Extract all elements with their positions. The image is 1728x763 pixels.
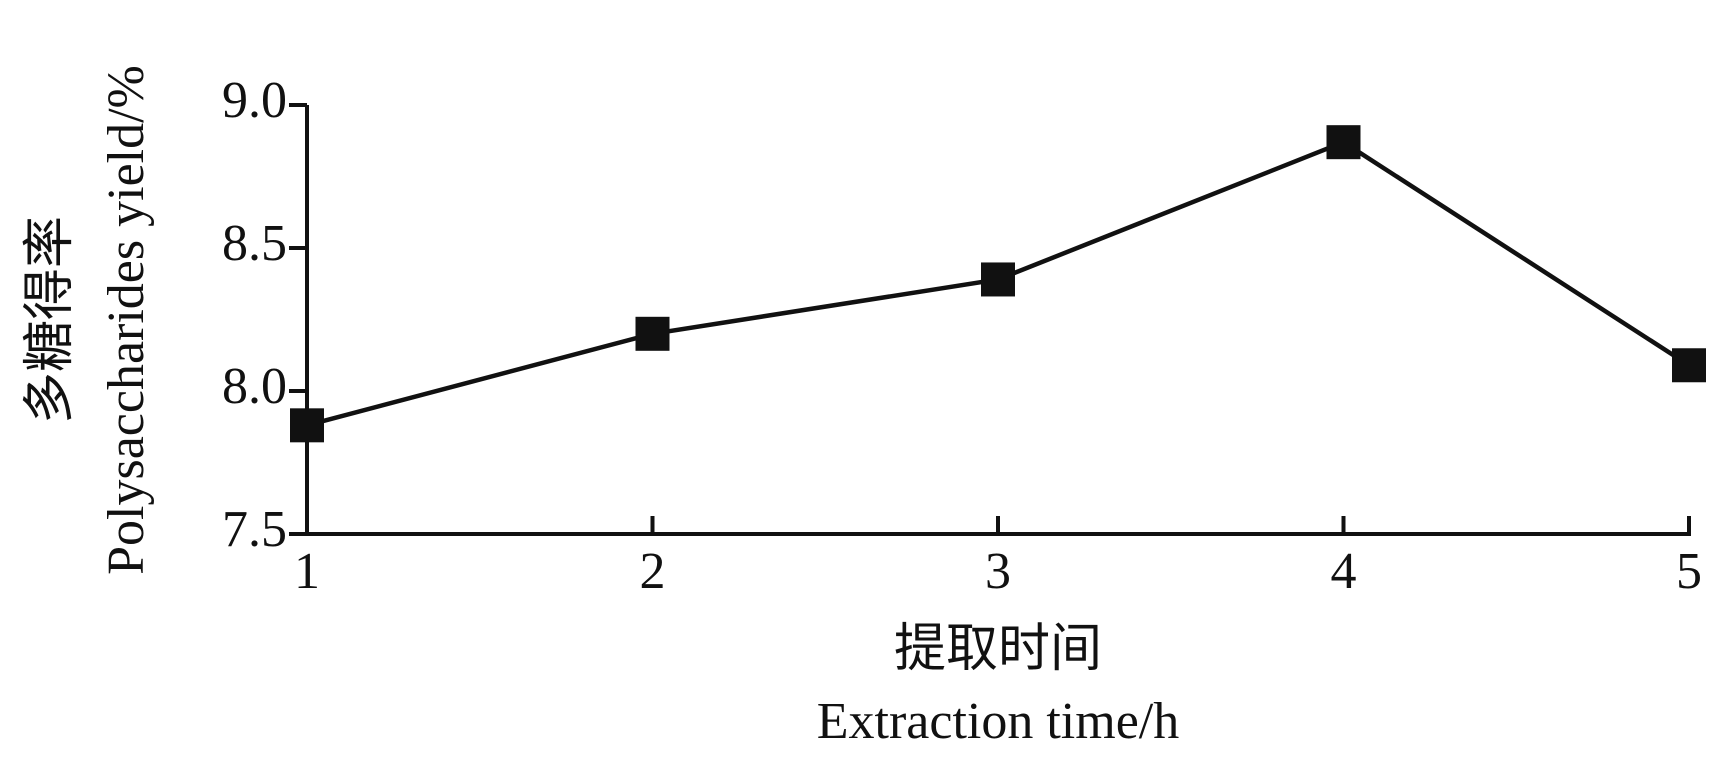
x-tick-label: 2 <box>640 543 666 600</box>
y-tick-label: 8.5 <box>222 215 287 272</box>
data-marker <box>635 316 670 351</box>
data-marker <box>981 262 1015 297</box>
x-axis-label: 提取时间 <box>894 621 1102 678</box>
data-marker <box>290 408 324 443</box>
y-axis-label: 多糖得率 <box>22 216 79 424</box>
data-marker <box>1672 348 1706 383</box>
x-tick-label: 1 <box>294 543 320 600</box>
y-axis-label: Polysaccharides yield/% <box>98 65 155 575</box>
x-axis-label: Extraction time/h <box>817 693 1179 750</box>
x-tick-label: 4 <box>1331 543 1357 600</box>
x-tick-label: 3 <box>985 543 1011 600</box>
y-tick-label: 9.0 <box>222 72 287 129</box>
y-tick-label: 8.0 <box>222 358 287 415</box>
y-tick-label: 7.5 <box>222 501 287 558</box>
x-tick-label: 5 <box>1676 543 1702 600</box>
data-marker <box>1326 125 1361 160</box>
